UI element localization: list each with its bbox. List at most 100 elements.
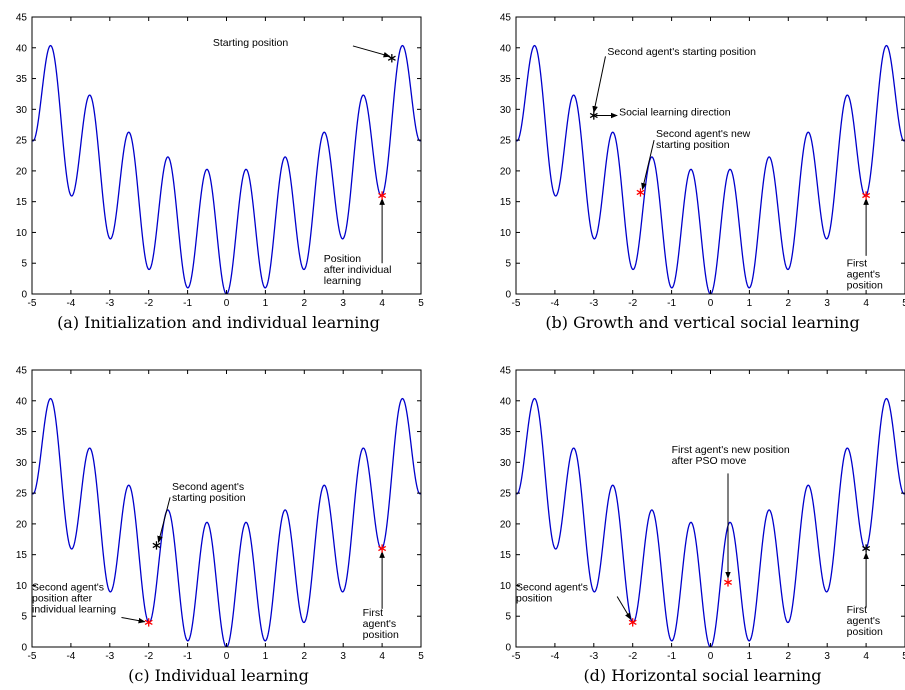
red-asterisk-marker	[144, 618, 153, 627]
x-tick-label: -5	[512, 651, 521, 662]
y-tick-label: 45	[500, 366, 512, 377]
panel-caption: (d) Horizontal social learning	[583, 666, 821, 685]
annotation-arrow	[352, 45, 391, 58]
x-tick-label: 5	[418, 651, 424, 662]
plot-frame	[515, 16, 905, 295]
black-asterisk-marker	[862, 544, 871, 553]
annotation-line: agent's	[847, 615, 881, 627]
annotation-line: position after	[32, 592, 93, 604]
annotation-text: Second agent's starting position	[607, 46, 756, 58]
x-tick-label: 4	[379, 298, 385, 309]
y-tick-label: 45	[500, 13, 512, 24]
y-tick-label: 0	[21, 290, 27, 301]
annotation-line: starting position	[172, 492, 246, 504]
annotation-text: First agent's position	[363, 607, 399, 641]
x-tick-label: -2	[144, 651, 153, 662]
x-tick-label: 0	[708, 651, 714, 662]
plot-frame	[31, 16, 422, 295]
y-tick-label: 20	[500, 519, 512, 530]
x-tick-label: -1	[667, 298, 676, 309]
function-curve	[32, 44, 421, 294]
x-tick-label: -4	[550, 298, 559, 309]
annotation-text: First agent's new position after PSO move	[672, 444, 790, 467]
x-tick-label: -4	[66, 651, 75, 662]
annotation-line: First	[847, 604, 867, 616]
x-tick-label: -2	[144, 298, 153, 309]
x-tick-label: 2	[302, 298, 308, 309]
y-tick-label: 0	[505, 290, 511, 301]
x-tick-label: 4	[379, 651, 385, 662]
annotation-line: learning	[324, 275, 362, 287]
annotation-text: Second agent's starting position	[172, 481, 246, 504]
y-tick-label: 15	[500, 550, 512, 561]
y-tick-label: 45	[16, 13, 28, 24]
annotation-text: Second agent's new starting position	[656, 128, 751, 151]
y-tick-label: 0	[21, 643, 27, 654]
y-tick-label: 30	[500, 458, 512, 469]
annotation-text: Second agent's position	[516, 581, 588, 604]
y-tick-label: 10	[16, 581, 28, 592]
red-asterisk-marker	[378, 191, 387, 200]
x-tick-label: -1	[667, 651, 676, 662]
annotation-text: First agent's position	[847, 257, 883, 291]
annotation-arrow	[592, 56, 606, 114]
y-tick-label: 25	[500, 489, 512, 500]
x-tick-label: 4	[863, 298, 869, 309]
annotation-line: after PSO move	[672, 455, 747, 467]
annotation-arrow	[616, 596, 632, 620]
panel-b: -5-4-3-2-1012345051015202530354045Second…	[500, 13, 905, 332]
function-curve	[516, 44, 905, 294]
x-tick-label: -3	[105, 651, 114, 662]
y-tick-label: 35	[500, 427, 512, 438]
annotation-text: Second agent's position after individual l…	[32, 581, 116, 615]
annotation-text: Social learning direction	[619, 106, 731, 118]
annotation-arrow	[157, 497, 171, 544]
panel-c: -5 -4 -3 -2 -1 0 1 2 3 4 5051015202530354045Second…	[16, 366, 424, 686]
y-tick-label: 10	[500, 581, 512, 592]
annotation-arrow	[121, 616, 146, 624]
y-tick-label: 30	[500, 105, 512, 116]
x-tick-label: 0	[708, 298, 714, 309]
panel-a: -5 -4 -3 -2 -1 0 1 2 3 4 5051015202530354045Starti…	[16, 13, 424, 333]
x-tick-label: 1	[747, 651, 753, 662]
y-tick-label: 25	[500, 136, 512, 147]
annotation-line: First	[363, 607, 383, 619]
x-tick-label: -1	[183, 298, 192, 309]
y-tick-label: 20	[16, 166, 28, 177]
annotation-line: Second agent's starting position	[607, 46, 756, 58]
x-tick-label: 2	[786, 298, 792, 309]
x-tick-label: -2	[628, 651, 637, 662]
x-tick-label: 2	[302, 651, 308, 662]
x-tick-label: 5	[418, 298, 424, 309]
y-tick-label: 0	[505, 643, 511, 654]
annotation-line: Starting position	[213, 37, 288, 49]
x-tick-label: 3	[340, 298, 346, 309]
y-tick-label: 25	[16, 136, 28, 147]
annotation-line: Position	[324, 253, 362, 265]
function-curve	[516, 397, 905, 647]
annotation-line: Second agent's	[172, 481, 244, 493]
y-tick-label: 40	[500, 396, 512, 407]
annotation-line: position	[847, 626, 883, 638]
red-asterisk-marker	[378, 544, 387, 553]
x-tick-label: -5	[28, 651, 37, 662]
annotation-line: agent's	[363, 618, 397, 630]
y-tick-label: 40	[500, 43, 512, 54]
annotation-line: position	[363, 629, 399, 641]
annotation-line: Second agent's new	[656, 128, 751, 140]
x-tick-label: 3	[340, 651, 346, 662]
annotation-line: agent's	[847, 268, 881, 280]
red-asterisk-marker	[636, 188, 645, 197]
x-tick-label: 0	[224, 651, 230, 662]
x-tick-label: 5	[902, 651, 905, 662]
annotation-line: starting position	[656, 139, 730, 151]
x-tick-label: 3	[824, 298, 830, 309]
annotation-text: First agent's position	[847, 604, 883, 638]
x-tick-label: 4	[863, 651, 869, 662]
annotation-line: individual learning	[32, 603, 116, 615]
black-asterisk-marker	[589, 111, 598, 120]
panel-caption: (c) Individual learning	[128, 666, 309, 685]
y-tick-label: 5	[505, 612, 511, 623]
y-tick-label: 35	[500, 74, 512, 85]
